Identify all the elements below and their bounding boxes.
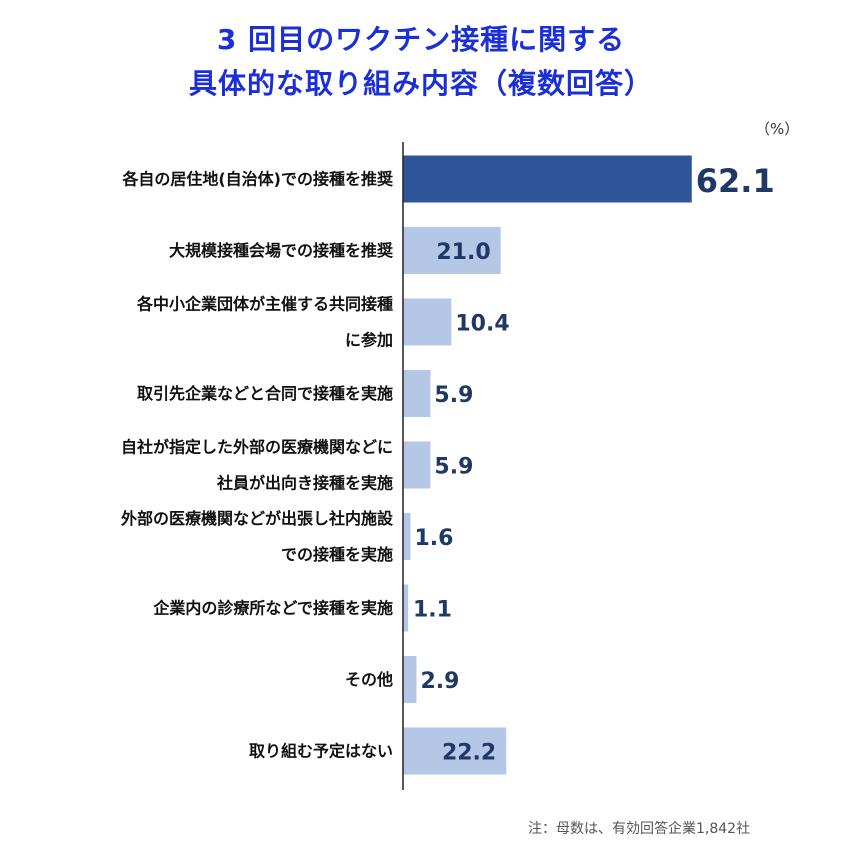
category-label: 外部の医療機関などが出張し社内施設 [120, 509, 394, 528]
category-label: 社員が出向き接種を実施 [216, 474, 393, 493]
bar [403, 584, 409, 632]
category-label: での接種を実施 [281, 545, 393, 564]
category-label: 大規模接種会場での接種を推奨 [169, 241, 394, 260]
bar [403, 370, 431, 417]
data-label: 62.1 [696, 162, 775, 200]
bar [403, 727, 507, 775]
bar [403, 298, 452, 346]
bar [403, 656, 417, 703]
category-label: に参加 [345, 331, 393, 350]
bar [403, 513, 411, 560]
chart-title: 3 回目のワクチン接種に関する 具体的な取り組み内容（複数回答） [0, 18, 842, 106]
data-label: 2.9 [420, 669, 459, 694]
category-label: その他 [345, 670, 393, 689]
unit-label: （%） [755, 120, 800, 138]
title-line-1: 3 回目のワクチン接種に関する [216, 23, 626, 56]
bar [403, 155, 692, 203]
category-label: 各中小企業団体が主催する共同接種 [136, 295, 393, 314]
category-label: 自社が指定した外部の医療機関などに [121, 438, 393, 457]
data-label: 10.4 [455, 312, 509, 337]
title-line-2: 具体的な取り組み内容（複数回答） [188, 67, 653, 100]
data-label: 1.1 [413, 598, 452, 623]
footnote: 注：母数は、有効回答企業1,842社 [528, 821, 751, 837]
data-label: 5.9 [434, 455, 473, 480]
category-label: 取り組む予定はない [249, 742, 393, 761]
category-label: 取引先企業などと合同で接種を実施 [137, 384, 393, 403]
bar [403, 441, 431, 489]
data-label: 1.6 [414, 526, 453, 551]
bar [403, 227, 501, 274]
category-label: 企業内の診療所などで接種を実施 [152, 599, 393, 618]
data-label: 22.2 [442, 741, 496, 766]
data-label: 21.0 [436, 240, 490, 265]
data-label: 5.9 [434, 383, 473, 408]
category-label: 各自の居住地(自治体)での接種を推奨 [121, 170, 394, 189]
